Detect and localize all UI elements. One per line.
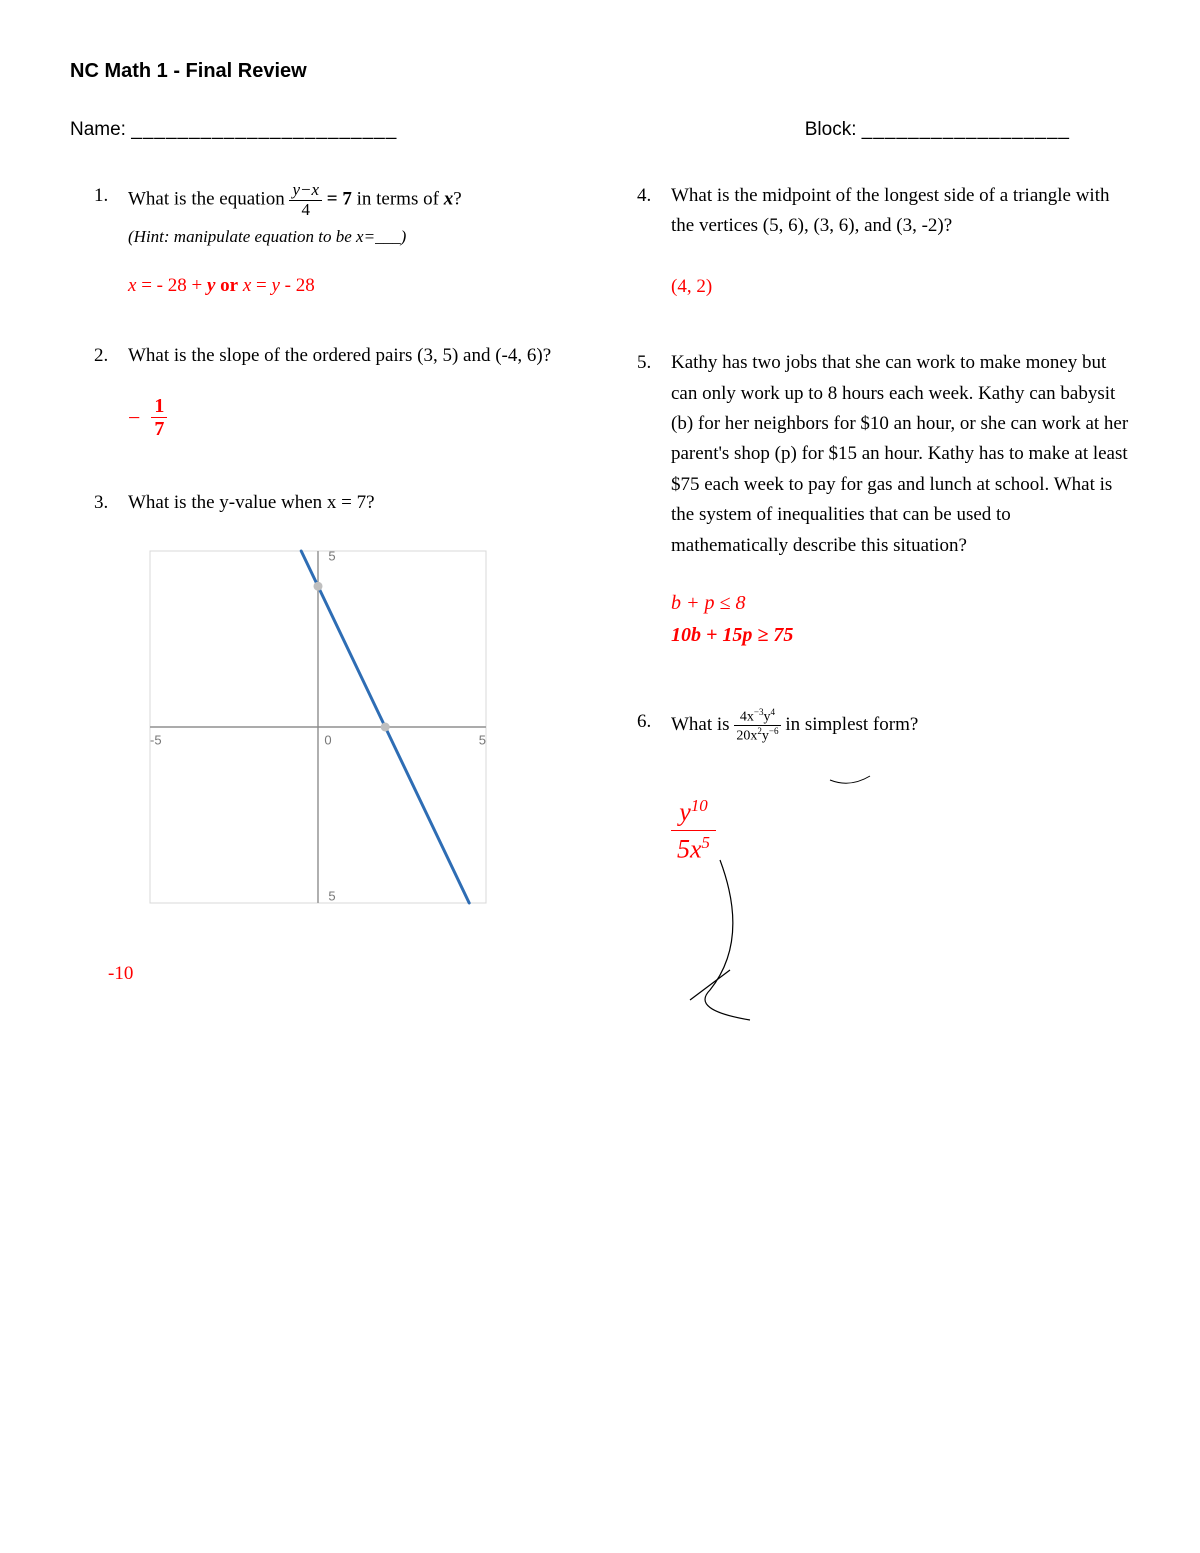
left-column: 1. What is the equation y−x 4 = 7 in ter… bbox=[70, 181, 587, 1000]
q5-line1-text: b + p ≤ 8 bbox=[671, 592, 745, 614]
header-row: Name: _______________________ Block: ___… bbox=[70, 119, 1130, 141]
q3-body: What is the y-value when x = 7? -5 0 5 5 5 -… bbox=[128, 488, 587, 989]
q5-answer: b + p ≤ 8 10b + 15p ≥ 75 bbox=[671, 587, 1130, 651]
q5-text: Kathy has two jobs that she can work to … bbox=[671, 352, 1128, 555]
q5-body: Kathy has two jobs that she can work to … bbox=[671, 348, 1130, 651]
q6-number: 6. bbox=[637, 707, 671, 868]
q1-answer-text: x = - 28 + y or x = y - 28 bbox=[128, 275, 315, 296]
question-1: 1. What is the equation y−x 4 = 7 in ter… bbox=[94, 181, 587, 301]
q1-body: What is the equation y−x 4 = 7 in terms … bbox=[128, 181, 587, 301]
q5-line2: 10b + 15p ≥ 75 bbox=[671, 619, 1130, 651]
q3-text: What is the y-value when x = 7? bbox=[128, 492, 375, 513]
svg-text:5: 5 bbox=[328, 888, 335, 903]
right-column: 4. What is the midpoint of the longest s… bbox=[637, 181, 1130, 1000]
q1-answer: x = - 28 + y or x = y - 28 bbox=[128, 271, 587, 301]
q1-frac-den: 4 bbox=[289, 201, 322, 220]
question-3: 3. What is the y-value when x = 7? -5 0 5 5… bbox=[94, 488, 587, 989]
q1-hint: (Hint: manipulate equation to be x=___) bbox=[128, 223, 587, 250]
q6-answer-frac: y10 5x5 bbox=[671, 794, 716, 867]
q2-frac-den: 7 bbox=[151, 418, 167, 440]
q6-fraction: 4x−3y4 20x2y−6 bbox=[734, 707, 780, 744]
q5-number: 5. bbox=[637, 348, 671, 651]
q1-frac-num: y−x bbox=[289, 181, 322, 201]
q4-number: 4. bbox=[637, 181, 671, 302]
block-field: Block: __________________ bbox=[805, 119, 1070, 141]
q1-fraction: y−x 4 bbox=[289, 181, 322, 219]
block-blank[interactable]: __________________ bbox=[862, 119, 1070, 141]
q1-qmark: ? bbox=[453, 189, 461, 210]
svg-text:5: 5 bbox=[479, 732, 486, 747]
q6-body: What is 4x−3y4 20x2y−6 in simplest form?… bbox=[671, 707, 1130, 868]
svg-text:-5: -5 bbox=[150, 732, 162, 747]
q2-answer: − 1 7 bbox=[128, 395, 587, 440]
q3-graph-svg: -5 0 5 5 5 bbox=[128, 529, 508, 925]
q5-line2-text: 10b + 15p ≥ 75 bbox=[671, 624, 793, 646]
q2-frac-num: 1 bbox=[151, 395, 167, 418]
q1-eq-7: = 7 bbox=[327, 189, 357, 210]
q1-number: 1. bbox=[94, 181, 128, 301]
question-4: 4. What is the midpoint of the longest s… bbox=[637, 181, 1130, 302]
q2-number: 2. bbox=[94, 341, 128, 440]
q6-text-b: in simplest form? bbox=[785, 714, 918, 735]
q6-frac-den: 20x2y−6 bbox=[734, 726, 780, 744]
name-label: Name: bbox=[70, 119, 126, 140]
q4-answer: (4, 2) bbox=[671, 272, 1130, 302]
q3-graph: -5 0 5 5 5 bbox=[128, 529, 587, 935]
q2-text: What is the slope of the ordered pairs (… bbox=[128, 345, 551, 366]
question-5: 5. Kathy has two jobs that she can work … bbox=[637, 348, 1130, 651]
q6-frac-num: 4x−3y4 bbox=[734, 707, 780, 726]
q1-var-x: x bbox=[444, 189, 454, 210]
q6-ans-den: 5x5 bbox=[671, 831, 716, 867]
q1-text-c: in terms of bbox=[357, 189, 444, 210]
q2-body: What is the slope of the ordered pairs (… bbox=[128, 341, 587, 440]
question-6: 6. What is 4x−3y4 20x2y−6 in simplest fo… bbox=[637, 707, 1130, 868]
name-field: Name: _______________________ bbox=[70, 119, 397, 141]
question-2: 2. What is the slope of the ordered pair… bbox=[94, 341, 587, 440]
q6-answer: y10 5x5 bbox=[671, 794, 1130, 868]
q6-ans-num: y10 bbox=[671, 794, 716, 831]
name-blank[interactable]: _______________________ bbox=[131, 119, 397, 141]
q2-neg: − bbox=[128, 400, 140, 435]
columns: 1. What is the equation y−x 4 = 7 in ter… bbox=[70, 181, 1130, 1000]
q3-number: 3. bbox=[94, 488, 128, 989]
q2-frac: 1 7 bbox=[151, 395, 167, 440]
q3-answer: -10 bbox=[108, 959, 587, 989]
worksheet-page: NC Math 1 - Final Review Name: _________… bbox=[0, 0, 1200, 1070]
svg-text:5: 5 bbox=[328, 548, 335, 563]
svg-text:0: 0 bbox=[324, 732, 331, 747]
q1-text-a: What is the equation bbox=[128, 189, 289, 210]
q4-body: What is the midpoint of the longest side… bbox=[671, 181, 1130, 302]
q5-line1: b + p ≤ 8 bbox=[671, 587, 1130, 619]
block-label: Block: bbox=[805, 119, 857, 140]
q4-text: What is the midpoint of the longest side… bbox=[671, 185, 1110, 236]
page-title: NC Math 1 - Final Review bbox=[70, 60, 1130, 83]
q6-text-a: What is bbox=[671, 714, 734, 735]
